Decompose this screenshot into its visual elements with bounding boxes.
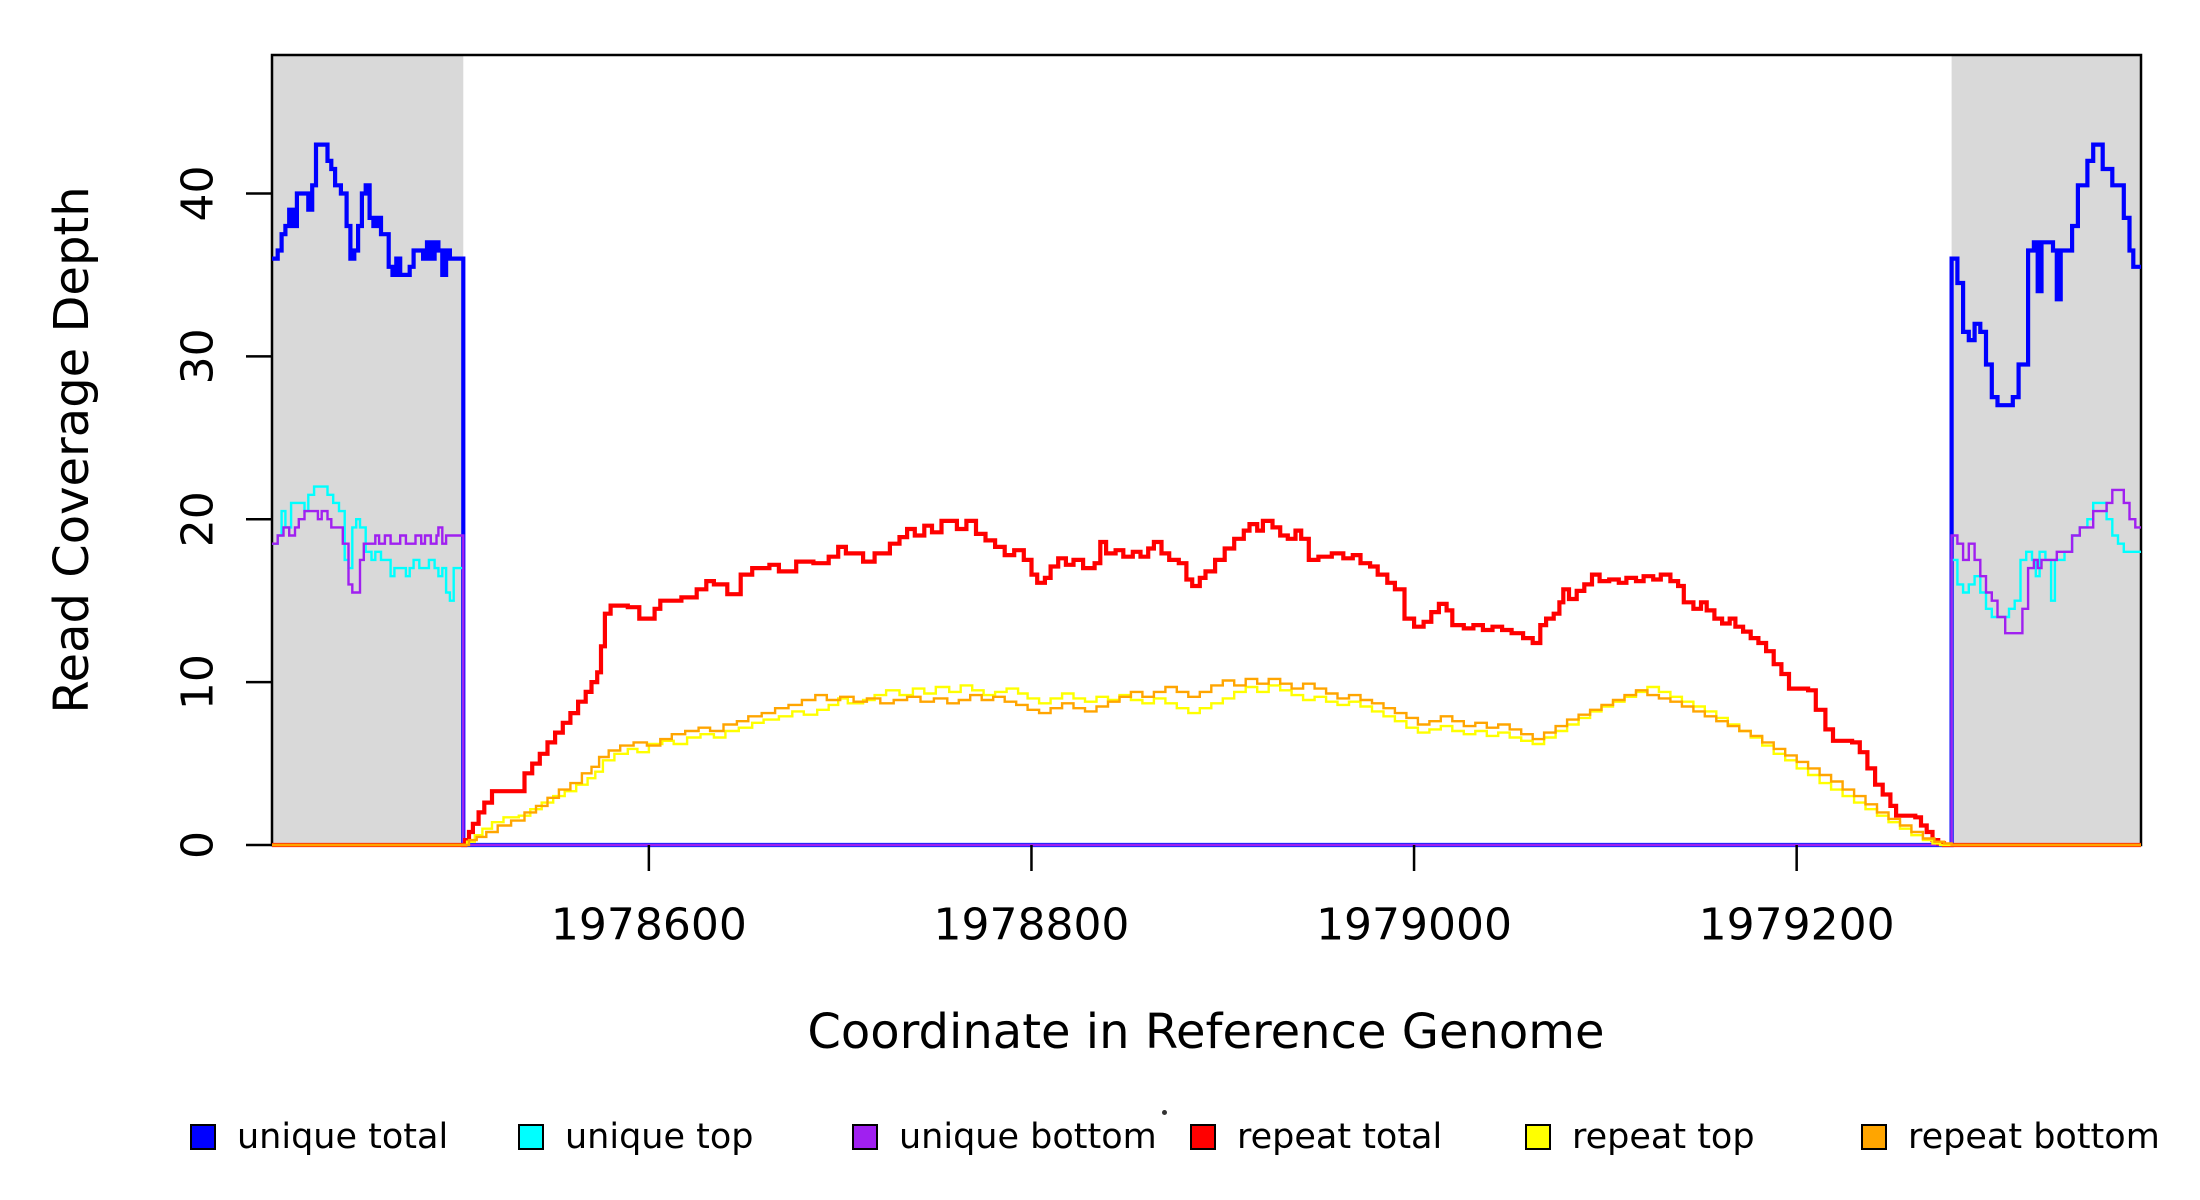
legend-label: repeat top bbox=[1572, 1117, 1755, 1157]
legend-label: unique bottom bbox=[899, 1117, 1157, 1157]
shaded-region bbox=[272, 55, 464, 845]
legend-item-repeat-total: repeat total bbox=[1190, 1119, 1442, 1155]
series-line-unique-top bbox=[272, 485, 2141, 847]
legend-item-repeat-top: repeat top bbox=[1525, 1119, 1755, 1155]
legend-item-repeat-bottom: repeat bottom bbox=[1861, 1119, 2160, 1155]
legend-item-unique-bottom: unique bottom bbox=[852, 1119, 1157, 1155]
y-tick-label: 40 bbox=[173, 165, 224, 221]
axis-ticks-layer: 1978600 1978800 1979000 1979200 0 10 20 30 40 bbox=[173, 165, 1895, 950]
repeat-bottom-swatch-icon bbox=[1861, 1124, 1887, 1150]
x-axis-title: Coordinate in Reference Genome bbox=[807, 1004, 1604, 1060]
repeat-total-swatch-icon bbox=[1190, 1124, 1216, 1150]
unique-bottom-swatch-icon bbox=[852, 1124, 878, 1150]
shaded-region bbox=[1951, 55, 2141, 845]
unique-total-swatch-icon bbox=[190, 1124, 216, 1150]
x-tick-label: 1978600 bbox=[551, 900, 747, 951]
series-line-unique-bottom bbox=[272, 488, 2141, 847]
unique-top-swatch-icon bbox=[518, 1124, 544, 1150]
y-tick-label: 20 bbox=[173, 491, 224, 547]
legend-item-unique-total: unique total bbox=[190, 1119, 448, 1155]
legend-label: repeat bottom bbox=[1908, 1117, 2160, 1157]
y-axis-title: Read Coverage Depth bbox=[44, 186, 100, 713]
x-tick-label: 1978800 bbox=[933, 900, 1129, 951]
shaded-regions-layer bbox=[272, 55, 2141, 845]
series-line-repeat-bottom bbox=[272, 677, 2141, 847]
y-tick-label: 10 bbox=[173, 654, 224, 710]
y-tick-label: 30 bbox=[173, 328, 224, 384]
series-line-repeat-top bbox=[272, 684, 2141, 847]
stray-dot-mark bbox=[1162, 1110, 1167, 1115]
legend-label: unique top bbox=[565, 1117, 754, 1157]
plot-border-box bbox=[270, 53, 2143, 847]
series-lines-layer bbox=[272, 142, 2141, 848]
x-tick-label: 1979000 bbox=[1316, 900, 1512, 951]
series-line-unique-total bbox=[272, 142, 2141, 848]
y-tick-label: 0 bbox=[173, 831, 224, 859]
legend-label: unique total bbox=[237, 1117, 449, 1157]
series-line-repeat-total bbox=[272, 518, 2141, 848]
x-tick-label: 1979200 bbox=[1699, 900, 1895, 951]
legend-label: repeat total bbox=[1237, 1117, 1443, 1157]
repeat-top-swatch-icon bbox=[1525, 1124, 1551, 1150]
legend-item-unique-top: unique top bbox=[518, 1119, 754, 1155]
